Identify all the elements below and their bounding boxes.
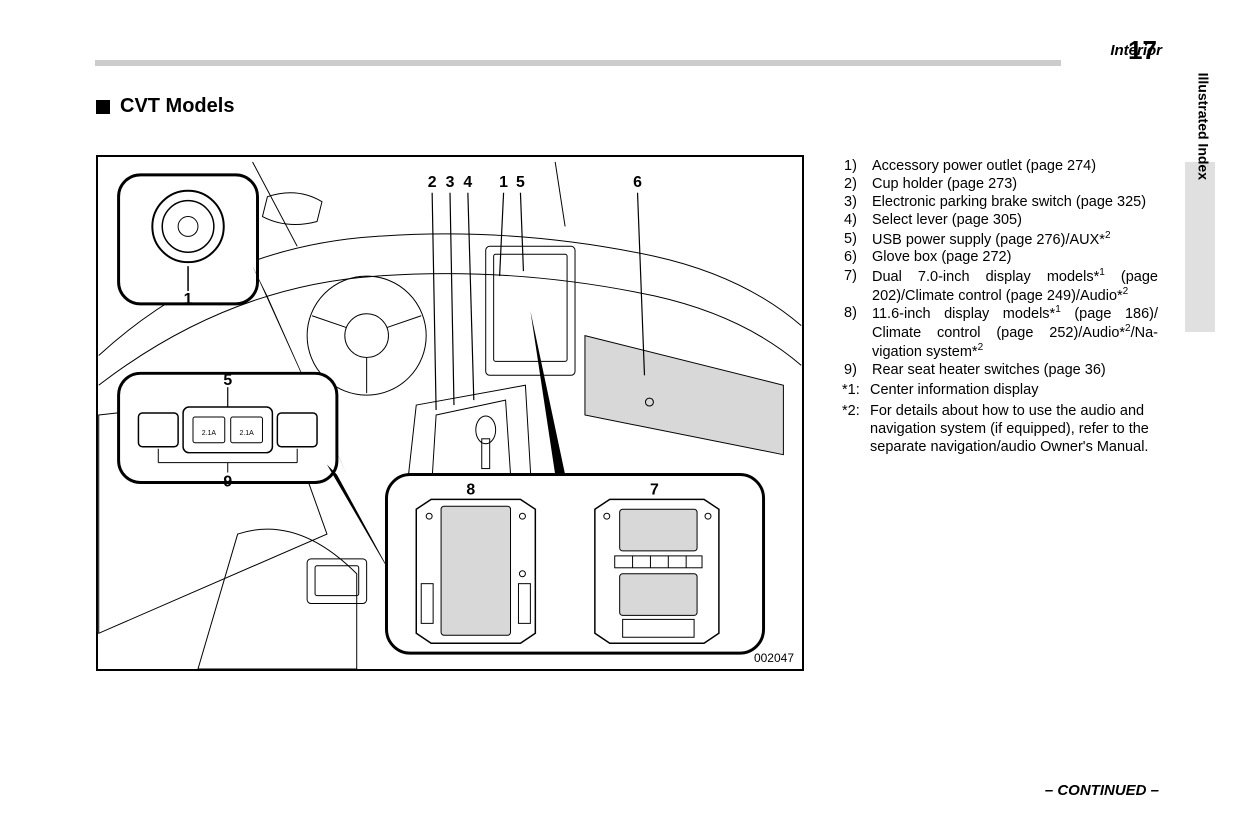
diagram-id: 002047 xyxy=(754,651,794,665)
top-rule xyxy=(95,60,1061,66)
section-title-wrap: CVT Models xyxy=(96,95,234,118)
legend-num: 5) xyxy=(842,230,872,249)
svg-text:2.1A: 2.1A xyxy=(202,430,217,437)
legend-num: 1) xyxy=(842,157,872,175)
inset-usb-heater: 2.1A 2.1A 5 9 xyxy=(119,372,397,583)
legend: 1)Accessory power outlet (page 274)2)Cup… xyxy=(842,157,1158,456)
legend-text: Accessory power outlet (page 274) xyxy=(872,157,1158,175)
legend-item: 6)Glove box (page 272) xyxy=(842,248,1158,266)
callout-top-6: 6 xyxy=(633,174,642,191)
legend-text: Electronic parking brake switch (page 32… xyxy=(872,193,1158,211)
legend-num: 4) xyxy=(842,211,872,229)
legend-item: 8)11.6-inch display models*1 (page 186)/… xyxy=(842,304,1158,361)
legend-note-text: Center information display xyxy=(870,381,1158,399)
legend-note: *1:Center information display xyxy=(842,381,1158,399)
section-title: CVT Models xyxy=(120,95,234,118)
diagram: 234156 1 2.1A 2.1A 5 xyxy=(96,155,804,671)
legend-item: 2)Cup holder (page 273) xyxy=(842,175,1158,193)
legend-text: Rear seat heater switches (page 36) xyxy=(872,361,1158,379)
callout-8-label: 8 xyxy=(466,481,475,498)
callout-top-2: 2 xyxy=(428,174,437,191)
diagram-svg: 234156 1 2.1A 2.1A 5 xyxy=(98,157,802,669)
legend-num: 8) xyxy=(842,304,872,361)
legend-item: 3)Electronic parking brake switch (page … xyxy=(842,193,1158,211)
legend-text: Dual 7.0-inch display models*1 (page 202… xyxy=(872,267,1158,305)
page-number: 17 xyxy=(1128,35,1157,66)
legend-item: 5)USB power supply (page 276)/AUX*2 xyxy=(842,230,1158,249)
bullet-square-icon xyxy=(96,100,110,114)
legend-note-key: *2: xyxy=(842,402,870,456)
side-tab-text: Illustrated Index xyxy=(1195,73,1211,180)
svg-text:2.1A: 2.1A xyxy=(239,430,254,437)
callout-top-4: 4 xyxy=(463,174,472,191)
legend-item: 1)Accessory power outlet (page 274) xyxy=(842,157,1158,175)
callout-top-1: 1 xyxy=(499,174,508,191)
legend-num: 3) xyxy=(842,193,872,211)
legend-item: 7)Dual 7.0-inch display models*1 (page 2… xyxy=(842,267,1158,305)
legend-note-text: For details about how to use the audio a… xyxy=(870,402,1158,456)
legend-text: 11.6-inch display models*1 (page 186)/ C… xyxy=(872,304,1158,361)
legend-text: USB power supply (page 276)/AUX*2 xyxy=(872,230,1158,249)
legend-note-key: *1: xyxy=(842,381,870,399)
side-tab-bg xyxy=(1185,162,1215,332)
callout-top-5: 5 xyxy=(516,174,525,191)
legend-text: Glove box (page 272) xyxy=(872,248,1158,266)
legend-text: Select lever (page 305) xyxy=(872,211,1158,229)
legend-num: 2) xyxy=(842,175,872,193)
legend-num: 9) xyxy=(842,361,872,379)
callout-1-label: 1 xyxy=(184,291,193,308)
legend-note: *2:For details about how to use the audi… xyxy=(842,402,1158,456)
legend-text: Cup holder (page 273) xyxy=(872,175,1158,193)
callout-7-label: 7 xyxy=(650,481,659,498)
callout-5-label: 5 xyxy=(223,372,232,389)
callout-top-3: 3 xyxy=(446,174,455,191)
legend-item: 9)Rear seat heater switches (page 36) xyxy=(842,361,1158,379)
continued-label: – CONTINUED – xyxy=(1045,782,1159,799)
legend-num: 6) xyxy=(842,248,872,266)
legend-item: 4)Select lever (page 305) xyxy=(842,211,1158,229)
callout-9-label: 9 xyxy=(223,473,232,490)
legend-num: 7) xyxy=(842,267,872,305)
